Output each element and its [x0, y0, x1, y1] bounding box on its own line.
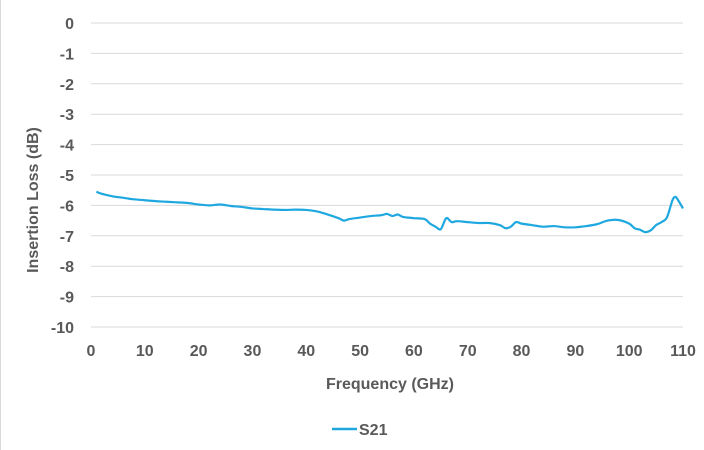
y-tick-label: -5 [60, 168, 74, 185]
y-tick-label: -4 [60, 138, 74, 155]
y-tick-label: -10 [51, 320, 74, 337]
y-tick-label: -2 [60, 77, 74, 94]
x-tick-label: 80 [513, 343, 531, 360]
legend-label-s21: S21 [359, 422, 388, 439]
x-tick-label: 110 [670, 343, 696, 360]
x-tick-label: 100 [616, 343, 643, 360]
x-tick-labels: 0 10 20 30 40 50 60 70 80 90 100 110 [87, 343, 696, 360]
x-tick-label: 20 [190, 343, 208, 360]
x-tick-label: 40 [297, 343, 315, 360]
series-line-s21 [95, 190, 684, 234]
x-axis-title: Frequency (GHz) [326, 376, 454, 393]
x-tick-label: 0 [87, 343, 96, 360]
y-tick-label: -9 [60, 290, 74, 307]
x-tick-label: 70 [459, 343, 477, 360]
series-layer [95, 190, 684, 234]
x-tick-label: 30 [244, 343, 262, 360]
y-tick-label: -8 [60, 259, 74, 276]
y-tick-label: -1 [60, 46, 74, 63]
x-tick-label: 50 [351, 343, 369, 360]
y-tick-label: 0 [65, 16, 74, 33]
y-tick-label: -3 [60, 107, 74, 124]
y-tick-labels: 0 -1 -2 -3 -4 -5 -6 -7 -8 -9 -10 [51, 16, 74, 337]
y-axis-title: Insertion Loss (dB) [25, 127, 42, 273]
x-tick-label: 60 [405, 343, 423, 360]
x-tick-label: 10 [136, 343, 154, 360]
x-tick-label: 90 [566, 343, 584, 360]
legend: S21 [332, 422, 388, 439]
y-tick-label: -6 [60, 198, 74, 215]
gridlines [91, 22, 683, 328]
y-tick-label: -7 [60, 229, 74, 246]
